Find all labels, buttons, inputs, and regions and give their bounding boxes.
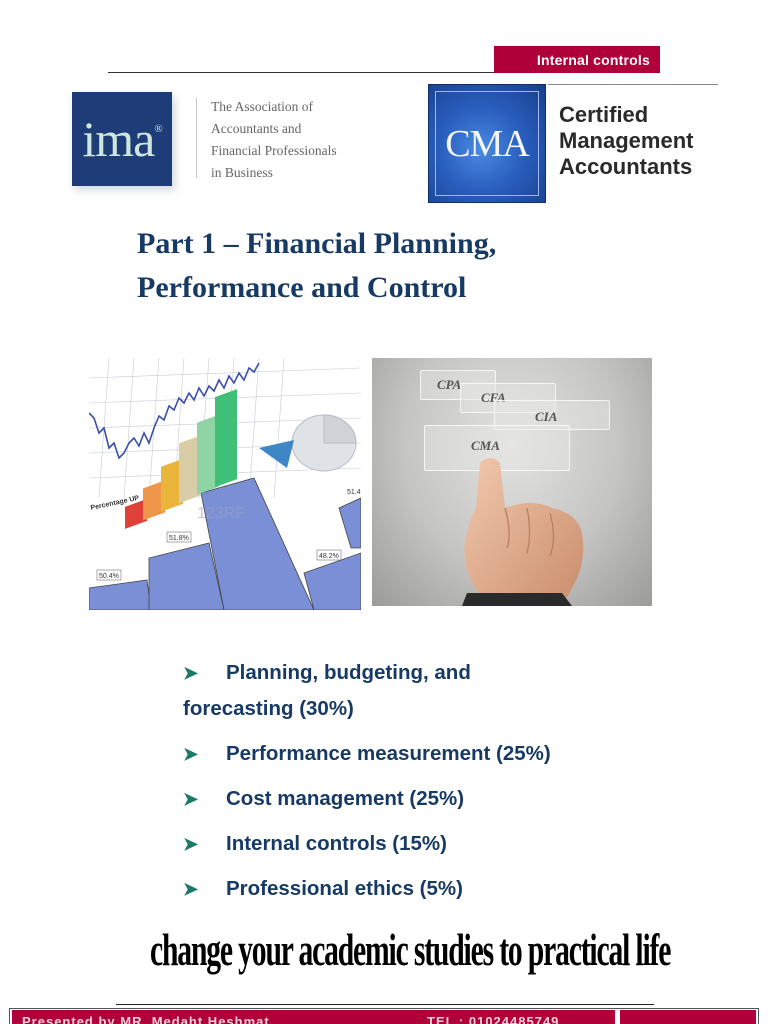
cma-logo: CMA Certified Management Accountants <box>428 84 718 204</box>
ima-logo-box: ima® <box>72 92 172 186</box>
card-cpa: CPA <box>420 370 496 400</box>
footer-info-bar: Presented by MR. Medaht Heshmat TEL : 01… <box>12 1010 615 1024</box>
footer-rule <box>446 1004 654 1005</box>
topic-item: ➤ Planning, budgeting, and forecasting (3… <box>183 655 653 726</box>
section-tab-label: Internal controls <box>536 51 650 68</box>
footer-page-box <box>620 1010 756 1024</box>
pointing-hand-icon <box>462 458 584 606</box>
section-tab: Internal controls <box>494 46 660 73</box>
arrow-bullet-icon: ➤ <box>183 834 199 854</box>
arrow-bullet-icon: ➤ <box>183 879 199 899</box>
card-cfa: CFA <box>460 383 556 413</box>
topic-item: ➤ Performance measurement (25%) <box>183 737 653 771</box>
chart-illustration-icon: 50.4% 51.8% 55.2% 48.2% 51.4% Percentage… <box>89 358 361 610</box>
cma-logo-text: Certified Management Accountants <box>559 102 694 179</box>
svg-text:51.8%: 51.8% <box>169 535 189 542</box>
topic-item: ➤ Professional ethics (5%) <box>183 872 653 906</box>
ima-logo-mark: ima® <box>82 111 162 167</box>
svg-text:51.4%: 51.4% <box>347 489 361 496</box>
header-rule <box>108 72 498 73</box>
cma-logo-rule <box>548 84 718 85</box>
footer-presenter: Presented by MR. Medaht Heshmat <box>22 1014 270 1024</box>
financial-chart-image: 50.4% 51.8% 55.2% 48.2% 51.4% Percentage… <box>89 358 361 610</box>
slogan-text: change your academic studies to practica… <box>150 925 671 976</box>
svg-text:123RF: 123RF <box>197 505 245 522</box>
arrow-bullet-icon: ➤ <box>183 744 199 764</box>
topics-list: ➤ Planning, budgeting, and forecasting (3… <box>183 655 653 917</box>
svg-text:50.4%: 50.4% <box>99 573 119 580</box>
footer-phone: TEL : 01024485749 <box>427 1014 560 1024</box>
certification-hand-image: CPA CFA CIA CMA <box>372 358 652 606</box>
slogan-banner: change your academic studies to practica… <box>150 918 671 998</box>
page-title: Part 1 – Financial Planning, Performance… <box>137 227 497 304</box>
cma-logo-mark: CMA <box>445 122 530 165</box>
ima-logo-divider <box>196 98 197 178</box>
ima-tagline: The Association of Accountants and Finan… <box>211 99 337 180</box>
svg-text:48.2%: 48.2% <box>319 553 339 560</box>
arrow-bullet-icon: ➤ <box>183 663 199 683</box>
topic-item: ➤ Internal controls (15%) <box>183 827 653 861</box>
footer-rule <box>116 1004 446 1005</box>
ima-logo: ima® The Association of Accountants and … <box>70 90 350 190</box>
arrow-bullet-icon: ➤ <box>183 789 199 809</box>
topic-item: ➤ Cost management (25%) <box>183 782 653 816</box>
cma-logo-box: CMA <box>428 84 546 203</box>
